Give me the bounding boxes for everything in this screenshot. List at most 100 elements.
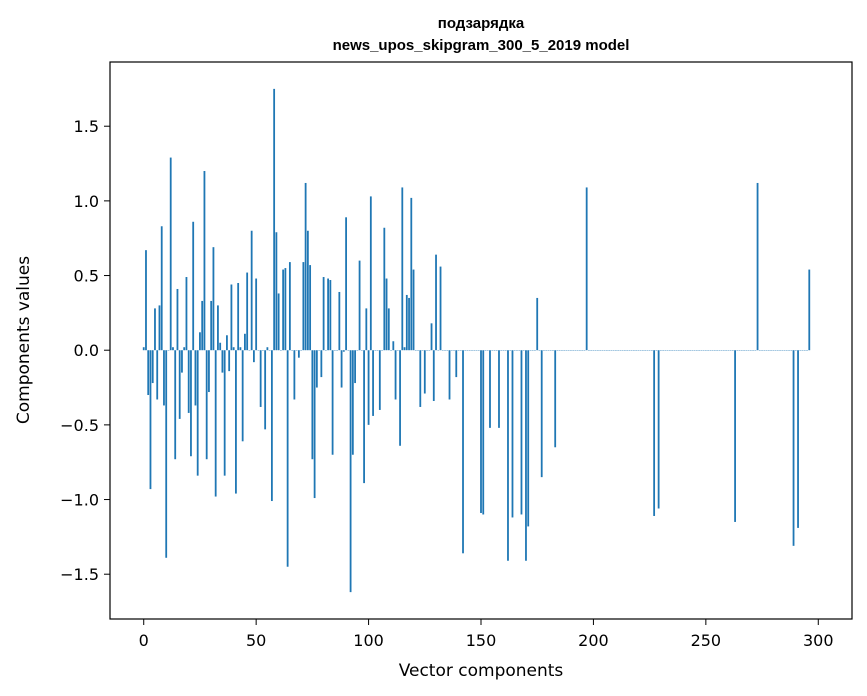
y-tick-label: 1.0 (74, 192, 99, 211)
bar-0 (142, 347, 145, 351)
bar-84 (331, 350, 334, 455)
bar-27 (203, 171, 206, 351)
bar-142 (462, 350, 464, 554)
bar-150 (480, 350, 482, 513)
bar-129 (432, 350, 435, 401)
plot-frame (109, 61, 853, 620)
bar-139 (455, 350, 458, 378)
bar-99 (365, 308, 368, 351)
bar-50 (255, 278, 258, 351)
bar-108 (385, 278, 388, 351)
bar-105 (378, 350, 381, 410)
bar-92 (349, 350, 352, 593)
bar-76 (313, 350, 316, 499)
bar-63 (284, 268, 287, 351)
bar-46 (246, 272, 249, 351)
x-tick-label: 200 (578, 631, 609, 650)
bar-291 (797, 350, 799, 528)
bar-162 (507, 350, 509, 561)
bar-59 (275, 232, 278, 351)
bar-77 (315, 350, 318, 388)
bar-55 (266, 347, 269, 351)
bar-37 (226, 335, 228, 351)
bar-296 (808, 269, 811, 351)
bar-75 (311, 350, 314, 460)
bar-183 (554, 350, 557, 448)
x-tick-label: 150 (466, 631, 497, 650)
bar-98 (363, 350, 365, 484)
bar-96 (358, 260, 361, 351)
bar-34 (219, 342, 222, 351)
bar-115 (401, 187, 404, 351)
bar-4 (151, 350, 154, 384)
x-tick-label: 100 (353, 631, 384, 650)
bar-289 (792, 350, 795, 546)
bar-197 (585, 187, 588, 351)
bar-9 (163, 350, 165, 406)
y-tick-label: 1.5 (74, 117, 99, 136)
bar-25 (199, 332, 201, 351)
chart-subtitle: news_upos_skipgram_300_5_2019 model (333, 37, 630, 54)
bar-128 (430, 323, 433, 351)
bar-12 (169, 157, 172, 351)
bar-3 (149, 350, 152, 490)
bar-120 (412, 269, 415, 351)
bar-123 (419, 350, 422, 407)
bar-177 (540, 350, 543, 478)
bar-130 (435, 254, 437, 351)
bar-54 (264, 350, 267, 430)
bar-71 (302, 262, 305, 351)
y-axis-ticks: −1.5 −1.0 −0.5 0.0 0.5 1.0 1.5 (60, 117, 110, 584)
bar-40 (232, 347, 235, 351)
bar-35 (221, 350, 224, 373)
bar-154 (489, 350, 491, 428)
x-tick-label: 250 (691, 631, 722, 650)
bar-73 (306, 230, 309, 351)
y-tick-label: 0.5 (74, 267, 99, 286)
bar-114 (399, 350, 401, 446)
bar-74 (309, 265, 312, 351)
bar-19 (185, 277, 188, 351)
bar-79 (320, 350, 323, 378)
bar-117 (405, 294, 408, 351)
bar-30 (210, 300, 213, 351)
y-tick-label: −0.5 (60, 416, 99, 435)
bar-44 (241, 350, 244, 442)
y-axis-label: Components values (14, 256, 34, 424)
bar-17 (181, 350, 183, 373)
bar-62 (282, 269, 285, 351)
bar-109 (387, 308, 390, 351)
bar-273 (756, 182, 759, 351)
bar-151 (482, 350, 485, 515)
bar-72 (304, 182, 307, 351)
x-axis-label: Vector components (399, 661, 564, 681)
bar-8 (160, 226, 163, 351)
bar-2 (147, 350, 150, 396)
bar-89 (342, 350, 345, 352)
bar-171 (527, 350, 530, 527)
bar-29 (208, 350, 210, 393)
bar-101 (369, 196, 372, 351)
bar-6 (156, 350, 159, 400)
bar-64 (286, 350, 289, 567)
bar-42 (237, 283, 240, 351)
bar-175 (536, 297, 539, 351)
bar-13 (172, 347, 174, 351)
x-tick-label: 50 (246, 631, 266, 650)
bar-24 (196, 350, 199, 476)
bar-65 (288, 262, 291, 351)
bar-80 (322, 277, 325, 351)
x-tick-label: 300 (803, 631, 834, 650)
bar-90 (345, 217, 347, 351)
y-tick-label: −1.0 (60, 491, 99, 510)
bar-83 (329, 280, 332, 351)
bar-23 (194, 350, 197, 406)
x-tick-label: 0 (139, 631, 149, 650)
bar-18 (183, 347, 186, 351)
bar-136 (448, 350, 451, 400)
bar-39 (230, 284, 233, 351)
y-tick-label: 0.0 (74, 341, 99, 360)
y-tick-label: −1.5 (60, 565, 99, 584)
bar-10 (165, 350, 168, 558)
